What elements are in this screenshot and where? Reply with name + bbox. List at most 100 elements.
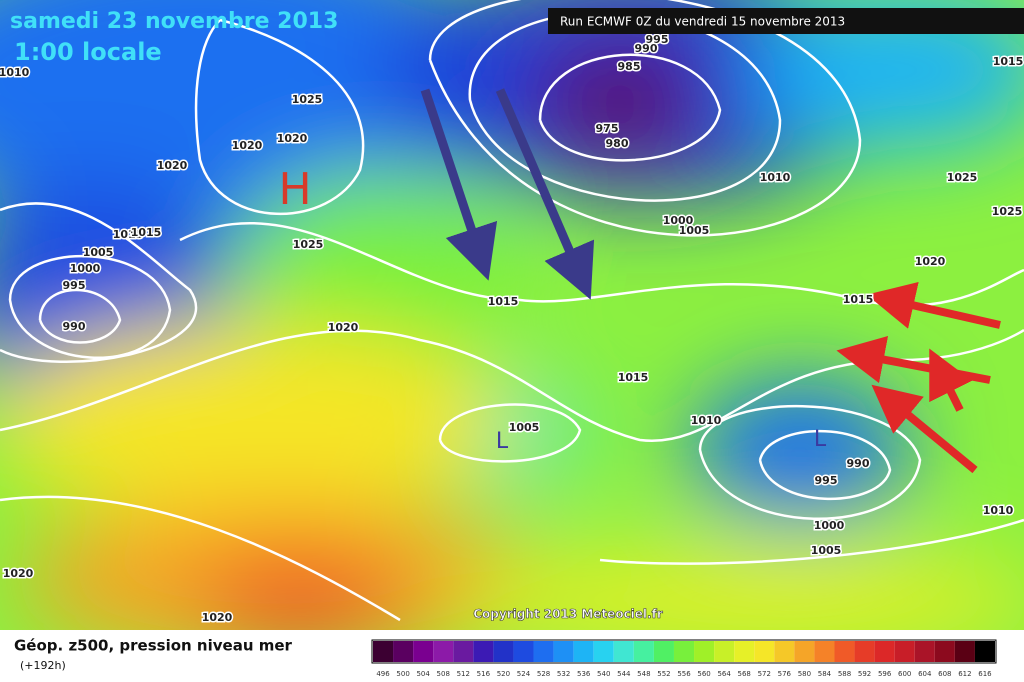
scale-label: 552 bbox=[657, 670, 670, 678]
scale-swatch bbox=[794, 641, 815, 662]
isobar-label: 990 bbox=[635, 42, 658, 55]
scale-swatch bbox=[513, 641, 534, 662]
scale-label: 556 bbox=[677, 670, 691, 678]
scale-swatch bbox=[453, 641, 474, 662]
scale-label: 576 bbox=[778, 670, 792, 678]
scale-label: 564 bbox=[717, 670, 731, 678]
scale-swatch bbox=[954, 641, 975, 662]
scale-label: 496 bbox=[376, 670, 390, 678]
isobar-label: 1020 bbox=[915, 255, 946, 268]
scale-swatch bbox=[373, 641, 394, 662]
scale-swatch bbox=[714, 641, 735, 662]
scale-swatch bbox=[834, 641, 855, 662]
scale-label: 612 bbox=[958, 670, 971, 678]
high-marker: H bbox=[278, 164, 311, 215]
scale-label: 600 bbox=[898, 670, 911, 678]
isobar-label: 1005 bbox=[83, 246, 114, 259]
scale-label: 528 bbox=[537, 670, 550, 678]
scale-swatch bbox=[734, 641, 755, 662]
scale-swatch bbox=[393, 641, 414, 662]
isobar-label: 1010 bbox=[760, 171, 791, 184]
scale-swatch bbox=[473, 641, 494, 662]
isobar-label: 985 bbox=[618, 60, 641, 73]
scale-swatch bbox=[533, 641, 554, 662]
isobar-label: 1025 bbox=[293, 238, 324, 251]
local-time: 1:00 locale bbox=[14, 38, 162, 66]
scale-swatch bbox=[613, 641, 634, 662]
scale-label: 616 bbox=[978, 670, 992, 678]
scale-label: 524 bbox=[517, 670, 531, 678]
lead-time: (+192h) bbox=[20, 659, 66, 672]
scale-swatch bbox=[573, 641, 594, 662]
isobar-label: 1010 bbox=[0, 66, 30, 79]
isobar-label: 1015 bbox=[843, 293, 874, 306]
scale-label: 532 bbox=[557, 670, 570, 678]
isobar-label: 1015 bbox=[488, 295, 519, 308]
scale-swatch bbox=[653, 641, 674, 662]
isobar-label: 995 bbox=[63, 279, 86, 292]
scale-label: 544 bbox=[617, 670, 631, 678]
scale-swatch bbox=[934, 641, 955, 662]
scale-swatch bbox=[974, 641, 995, 662]
isobar-label: 1020 bbox=[3, 567, 34, 580]
isobar-label: 1010 bbox=[983, 504, 1014, 517]
scale-swatch bbox=[433, 641, 454, 662]
scale-label: 516 bbox=[477, 670, 491, 678]
low-marker: L bbox=[814, 427, 827, 452]
run-info: Run ECMWF 0Z du vendredi 15 novembre 201… bbox=[560, 15, 845, 29]
scale-label: 500 bbox=[396, 670, 409, 678]
isobar-label: 1025 bbox=[947, 171, 978, 184]
low-marker: L bbox=[496, 429, 509, 454]
scale-label: 596 bbox=[878, 670, 892, 678]
isobar-label: 1020 bbox=[328, 321, 359, 334]
isobar-label: 1020 bbox=[202, 611, 233, 624]
isobar-label: 1020 bbox=[232, 139, 263, 152]
isobar-labels: 1010102510201020102010151015100510009959… bbox=[0, 32, 1024, 626]
isobar-label: 1015 bbox=[131, 226, 162, 239]
scale-label: 540 bbox=[597, 670, 610, 678]
isobar-label: 1005 bbox=[679, 224, 710, 237]
scale-label: 604 bbox=[918, 670, 932, 678]
scale-swatch bbox=[633, 641, 654, 662]
scale-label: 608 bbox=[938, 670, 951, 678]
scale-swatch bbox=[694, 641, 715, 662]
scale-label: 572 bbox=[758, 670, 771, 678]
scale-swatch bbox=[413, 641, 434, 662]
run-banner bbox=[548, 8, 1024, 34]
scale-label: 584 bbox=[818, 670, 832, 678]
scale-label: 508 bbox=[437, 670, 450, 678]
scale-label: 588 bbox=[838, 670, 851, 678]
scale-label: 592 bbox=[858, 670, 871, 678]
isobar-label: 1025 bbox=[992, 205, 1023, 218]
isobar-label: 1000 bbox=[70, 262, 101, 275]
valid-date: samedi 23 novembre 2013 bbox=[10, 9, 338, 34]
scale-swatch bbox=[553, 641, 574, 662]
scale-swatch bbox=[673, 641, 695, 662]
scale-swatch bbox=[854, 641, 875, 662]
isobar-label: 975 bbox=[596, 122, 619, 135]
isobar-label: 990 bbox=[63, 320, 86, 333]
copyright: Copyright 2013 Meteociel.fr bbox=[473, 607, 663, 621]
scale-label: 520 bbox=[497, 670, 510, 678]
scale-label: 512 bbox=[457, 670, 470, 678]
scale-label: 580 bbox=[798, 670, 811, 678]
isobar-label: 995 bbox=[646, 33, 669, 46]
scale-border bbox=[371, 639, 997, 664]
scale-swatch bbox=[493, 641, 514, 662]
isobar-label: 1010 bbox=[691, 414, 722, 427]
scale-swatch bbox=[593, 641, 614, 662]
scale-swatch bbox=[774, 641, 795, 662]
scale-swatch bbox=[754, 641, 775, 662]
isobar-label: 1005 bbox=[811, 544, 842, 557]
legend-title: Géop. z500, pression niveau mer bbox=[14, 637, 293, 655]
scale-swatch bbox=[814, 641, 835, 662]
scale-label: 548 bbox=[637, 670, 650, 678]
flow-arrows bbox=[420, 88, 1001, 474]
isobar-label: 1000 bbox=[814, 519, 845, 532]
scale-label: 504 bbox=[416, 670, 430, 678]
scale-swatch bbox=[894, 641, 915, 662]
color-scale: 496 500 504 508 512 516 520 524 528 532 536 540 544 5… bbox=[371, 639, 997, 678]
isobar-label: 995 bbox=[815, 474, 838, 487]
isobar-label: 1015 bbox=[618, 371, 649, 384]
